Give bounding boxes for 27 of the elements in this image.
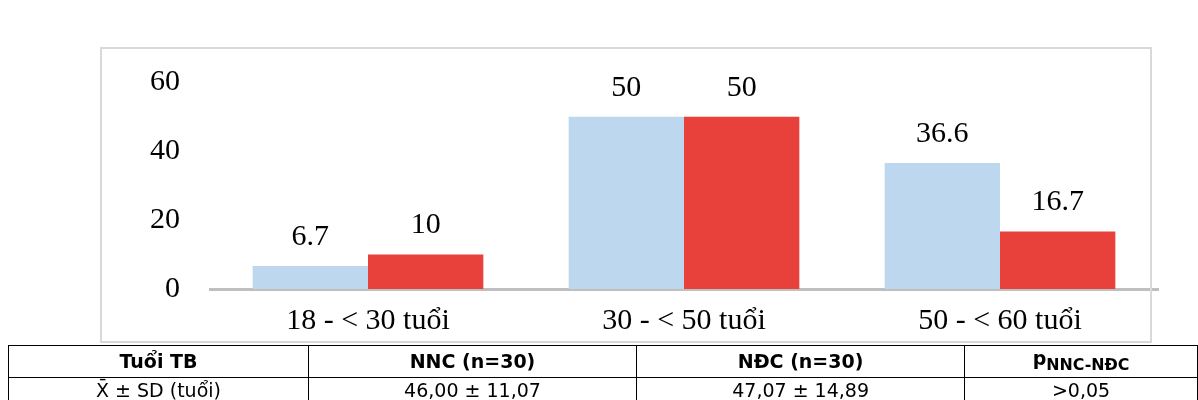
data-label: 50: [611, 68, 642, 102]
bar: [252, 265, 368, 289]
x-tick-label: 30 - < 50 tuổi: [602, 301, 766, 335]
text: NNC (n=30): [308, 345, 637, 378]
bar: [684, 116, 800, 289]
text: NĐC (n=30): [636, 345, 965, 378]
y-tick-label: 40: [150, 132, 180, 166]
data-label: 16.7: [1031, 183, 1084, 217]
text: X̄ ± SD (tuổi): [8, 377, 309, 400]
data-label: 10: [410, 206, 441, 240]
x-tick-label: 18 - < 30 tuổi: [286, 301, 450, 335]
y-tick-label: 20: [150, 201, 180, 235]
data-label: 36.6: [916, 114, 969, 148]
data-label: 6.7: [291, 217, 330, 251]
data-label: 50: [726, 68, 757, 102]
bar: [368, 254, 484, 289]
text: p$_{NNC-NĐC}$: [964, 345, 1198, 378]
text: Tuổi TB: [8, 345, 309, 378]
bar: [1000, 231, 1116, 289]
y-tick-label: 60: [150, 63, 180, 97]
text: >0,05: [964, 377, 1198, 400]
text: 46,00 ± 11,07: [308, 377, 637, 400]
x-tick-label: 50 - < 60 tuổi: [918, 301, 1082, 335]
y-tick-label: 0: [165, 269, 180, 303]
bar: [884, 162, 1000, 289]
text: 47,07 ± 14,89: [636, 377, 965, 400]
bar: [568, 116, 684, 289]
